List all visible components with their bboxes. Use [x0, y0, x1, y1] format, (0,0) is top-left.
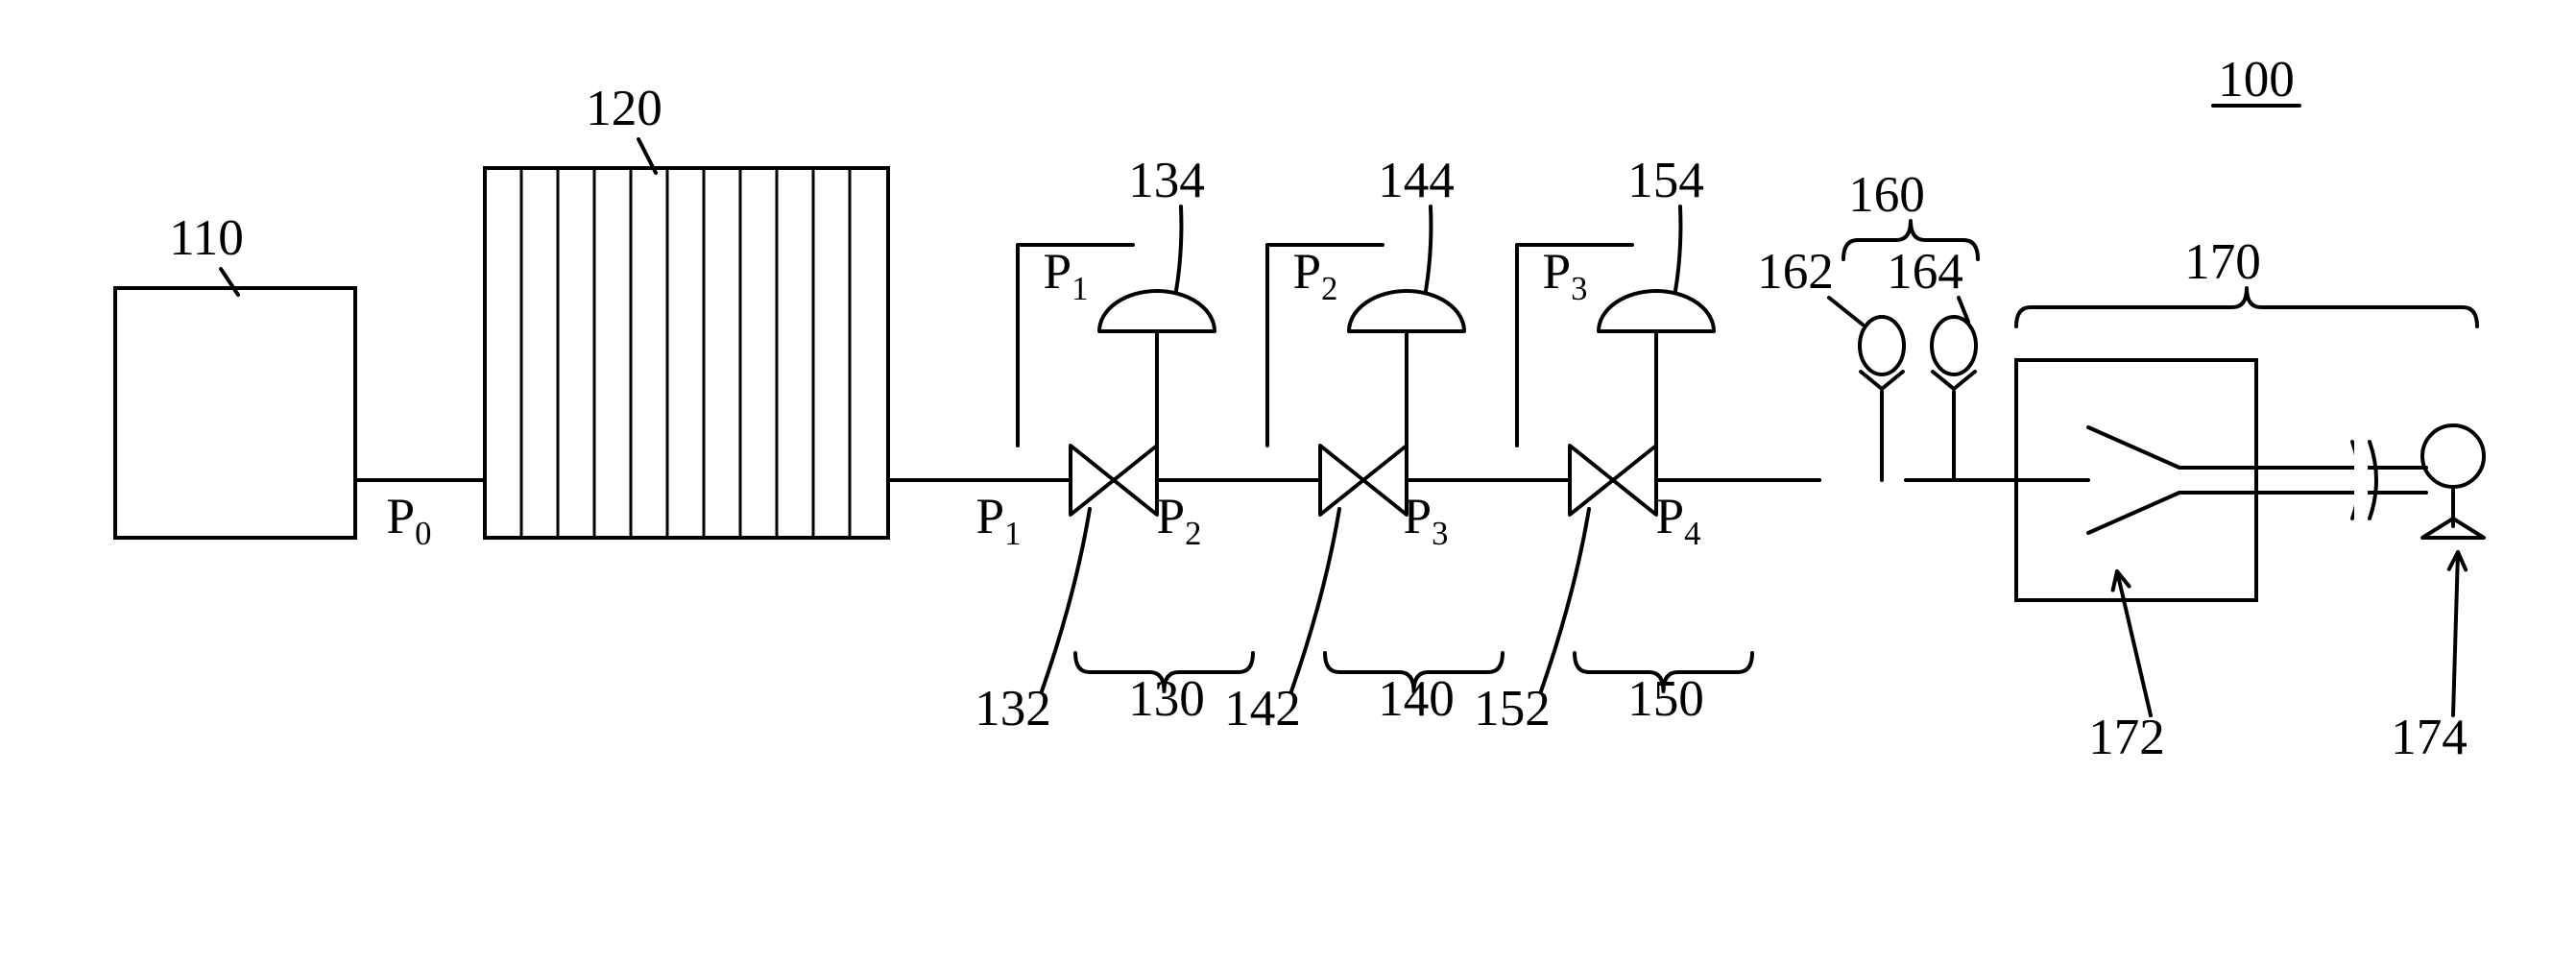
ref-174: 174 — [2391, 709, 2468, 765]
ref-sensor: 164 — [1887, 243, 1963, 300]
ref-valve-group: 130 — [1128, 670, 1205, 727]
sensor-bulb — [1932, 317, 1976, 374]
pressure-label: P1 — [976, 488, 1022, 552]
ref-valve-group: 150 — [1627, 670, 1704, 727]
pressure-label: P2 — [1157, 488, 1202, 552]
valve-body — [1320, 446, 1363, 515]
valve-body — [1613, 446, 1656, 515]
pump-icon — [2422, 425, 2484, 487]
ref-dome: 154 — [1627, 152, 1704, 208]
valve-flag-label: P1 — [1044, 243, 1089, 307]
ref-dome: 144 — [1378, 152, 1455, 208]
ref-110: 110 — [169, 209, 244, 266]
valve-flag-label: P3 — [1543, 243, 1588, 307]
ref-body: 132 — [975, 680, 1051, 737]
ref-160: 160 — [1848, 166, 1925, 223]
ref-valve-group: 140 — [1378, 670, 1455, 727]
valve-body — [1570, 446, 1613, 515]
pressure-label: P0 — [387, 488, 432, 552]
ref-172: 172 — [2088, 709, 2165, 765]
block-120 — [485, 168, 888, 538]
ref-body: 152 — [1474, 680, 1551, 737]
sensor-bulb — [1860, 317, 1904, 374]
ref-sensor: 162 — [1757, 243, 1834, 300]
valve-flag-label: P2 — [1293, 243, 1338, 307]
figure-ref-100: 100 — [2218, 51, 2295, 108]
pressure-label: P3 — [1404, 488, 1449, 552]
block-110 — [115, 288, 355, 538]
valve-actuator — [1599, 291, 1714, 331]
ref-dome: 134 — [1128, 152, 1205, 208]
valve-actuator — [1349, 291, 1464, 331]
ref-body: 142 — [1224, 680, 1301, 737]
ref-170: 170 — [2184, 233, 2261, 290]
valve-body — [1071, 446, 1114, 515]
valve-body — [1363, 446, 1407, 515]
valve-actuator — [1099, 291, 1215, 331]
valve-body — [1114, 446, 1157, 515]
pressure-label: P4 — [1656, 488, 1701, 552]
ref-120: 120 — [586, 80, 662, 136]
